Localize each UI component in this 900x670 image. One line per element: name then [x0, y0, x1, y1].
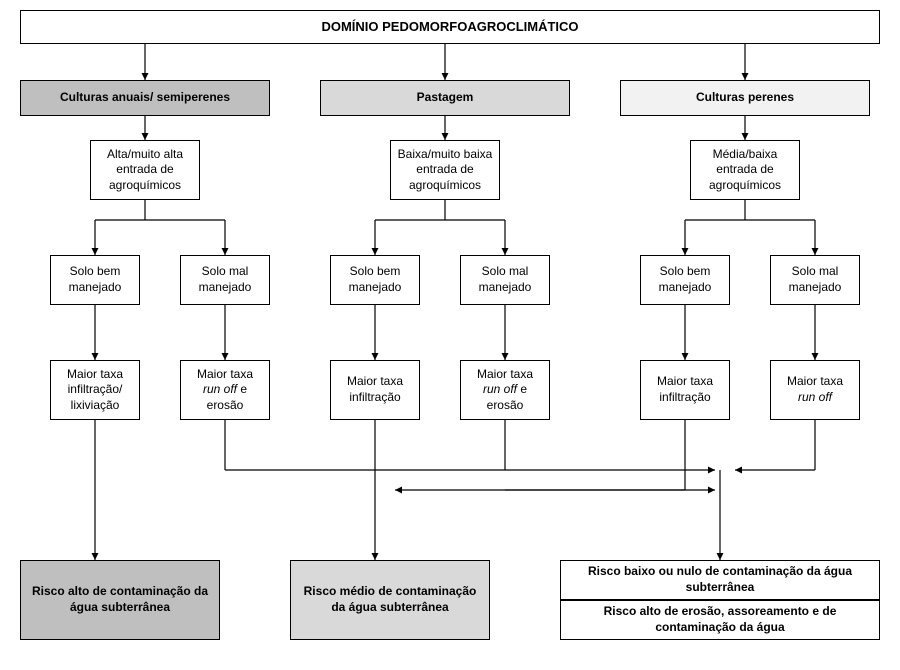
risco-medio: Risco médio de contaminação da água subt… — [290, 560, 490, 640]
t1b-it: run off — [203, 382, 237, 396]
cat-anuais: Culturas anuais/ semiperenes — [20, 80, 270, 116]
agro-1: Alta/muito alta entrada de agroquímicos — [90, 140, 200, 200]
solo-1a: Solo bem manejado — [50, 255, 140, 305]
solo-2b: Solo mal manejado — [460, 255, 550, 305]
t1b-pre: Maior taxa — [197, 367, 253, 381]
solo-3a: Solo bem manejado — [640, 255, 730, 305]
solo-3b: Solo mal manejado — [770, 255, 860, 305]
t2b-pre: Maior taxa — [477, 367, 533, 381]
solo-2a: Solo bem manejado — [330, 255, 420, 305]
cat-pastagem: Pastagem — [320, 80, 570, 116]
t2b-it: run off — [483, 382, 517, 396]
taxa-2a: Maior taxa infiltração — [330, 360, 420, 420]
risco-alto: Risco alto de contaminação da água subte… — [20, 560, 220, 640]
agro-3: Média/baixa entrada de agroquímicos — [690, 140, 800, 200]
cat-perenes: Culturas perenes — [620, 80, 870, 116]
taxa-3b: Maior taxa run off — [770, 360, 860, 420]
agro-2: Baixa/muito baixa entrada de agroquímico… — [390, 140, 500, 200]
taxa-1a: Maior taxa infiltração/ lixiviação — [50, 360, 140, 420]
solo-1b: Solo mal manejado — [180, 255, 270, 305]
risco-erosao: Risco alto de erosão, assoreamento e de … — [560, 600, 880, 640]
taxa-2b: Maior taxa run off e erosão — [460, 360, 550, 420]
title-box: DOMÍNIO PEDOMORFOAGROCLIMÁTICO — [20, 10, 880, 44]
taxa-1b: Maior taxa run off e erosão — [180, 360, 270, 420]
t3b-pre: Maior taxa — [787, 374, 843, 388]
risco-baixo: Risco baixo ou nulo de contaminação da á… — [560, 560, 880, 600]
taxa-3a: Maior taxa infiltração — [640, 360, 730, 420]
t3b-it: run off — [798, 390, 832, 404]
